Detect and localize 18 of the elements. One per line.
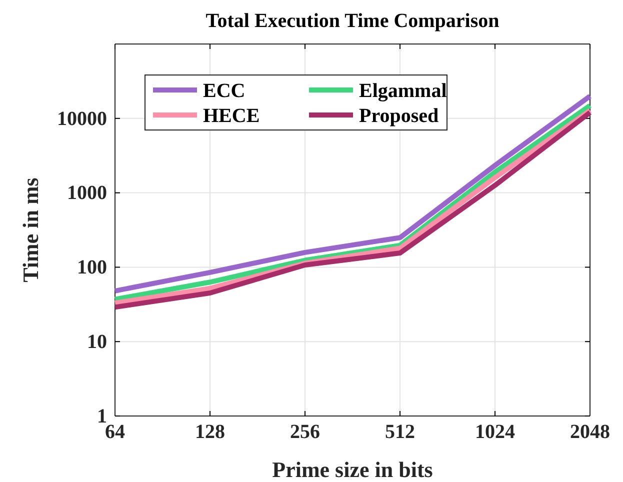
x-tick-label: 256 [290, 421, 320, 444]
y-tick-label: 100 [77, 256, 107, 279]
chart-title: Total Execution Time Comparison [206, 10, 500, 32]
x-tick-label: 512 [385, 421, 415, 444]
y-tick-label: 10000 [57, 108, 107, 130]
y-axis-title: Time in ms [18, 177, 43, 282]
x-tick-label: 128 [195, 421, 225, 444]
x-axis-title: Prime size in bits [272, 457, 434, 482]
legend-label: Elgammal [359, 80, 448, 102]
legend-label: HECE [203, 105, 260, 127]
legend-label: Proposed [359, 105, 439, 127]
y-tick-label: 1000 [67, 182, 107, 204]
x-tick-label: 2048 [570, 421, 610, 444]
y-tick-label: 1 [97, 405, 107, 428]
x-tick-label: 1024 [475, 421, 515, 444]
y-tick-label: 10 [87, 331, 107, 353]
legend-label: ECC [203, 80, 246, 102]
x-tick-label: 64 [105, 421, 125, 444]
